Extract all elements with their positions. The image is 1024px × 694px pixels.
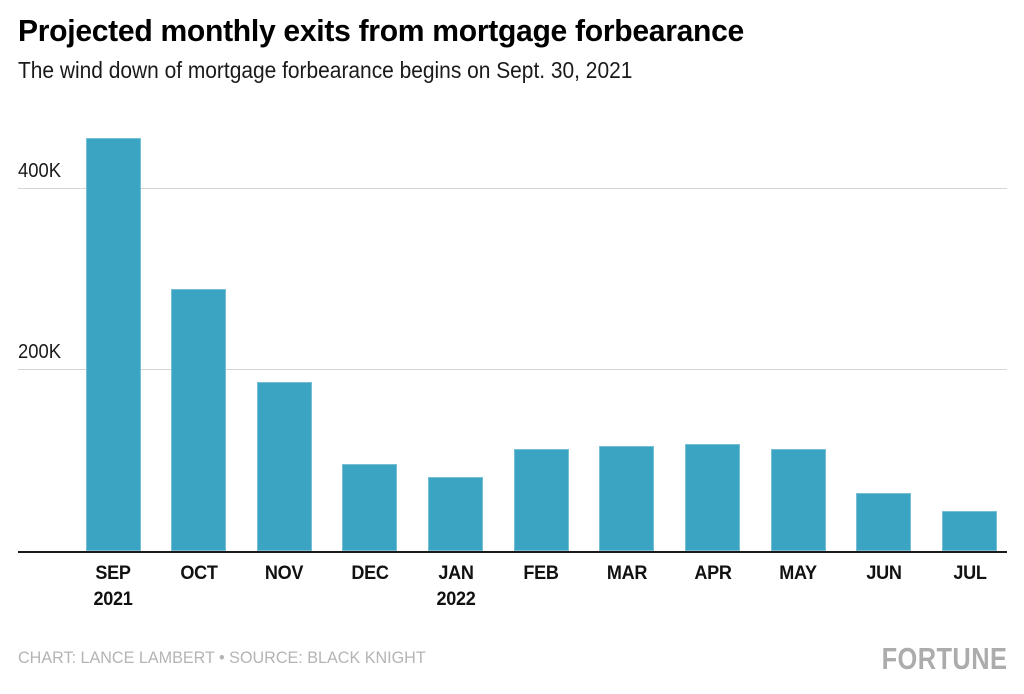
x-axis-label-apr: APR bbox=[693, 563, 732, 584]
bar-dec bbox=[342, 463, 398, 551]
bar-mar bbox=[599, 445, 655, 551]
bar-apr bbox=[685, 443, 741, 551]
x-axis-line bbox=[18, 551, 1007, 553]
x-axis-label-mar: MAR bbox=[606, 563, 648, 584]
x-axis-label-dec: DEC bbox=[351, 563, 389, 584]
x-axis-label-nov: NOV bbox=[265, 563, 304, 584]
bar-feb bbox=[513, 449, 569, 551]
gridline-200k bbox=[18, 369, 1007, 371]
bar-jun bbox=[856, 492, 912, 551]
bar-nov bbox=[256, 381, 312, 551]
x-axis-label-may: MAY bbox=[779, 563, 817, 584]
x-axis-label-jan-2022: JAN 2022 bbox=[436, 563, 476, 610]
chart-title: Projected monthly exits from mortgage fo… bbox=[18, 13, 744, 48]
bar-may bbox=[770, 449, 826, 551]
x-axis-label-feb: FEB bbox=[523, 563, 560, 584]
bar-oct bbox=[171, 289, 227, 551]
bar-jul bbox=[942, 511, 997, 551]
chart-credit: CHART: LANCE LAMBERT • SOURCE: BLACK KNI… bbox=[18, 648, 426, 667]
x-axis-label-jul: JUL bbox=[952, 563, 987, 584]
y-axis-tick-label-200k: 200K bbox=[18, 341, 61, 364]
y-axis-tick-label-400k: 400K bbox=[18, 159, 61, 182]
fortune-logo: FORTUNE bbox=[881, 641, 1007, 676]
x-axis-label-jun: JUN bbox=[866, 563, 902, 584]
bar-sep-2021 bbox=[85, 137, 141, 551]
x-axis-label-oct: OCT bbox=[180, 563, 218, 584]
chart-subtitle: The wind down of mortgage forbearance be… bbox=[18, 57, 633, 83]
gridline-400k bbox=[18, 187, 1007, 189]
x-axis-label-sep-2021: SEP 2021 bbox=[93, 563, 133, 610]
bar-jan-2022 bbox=[428, 477, 484, 551]
